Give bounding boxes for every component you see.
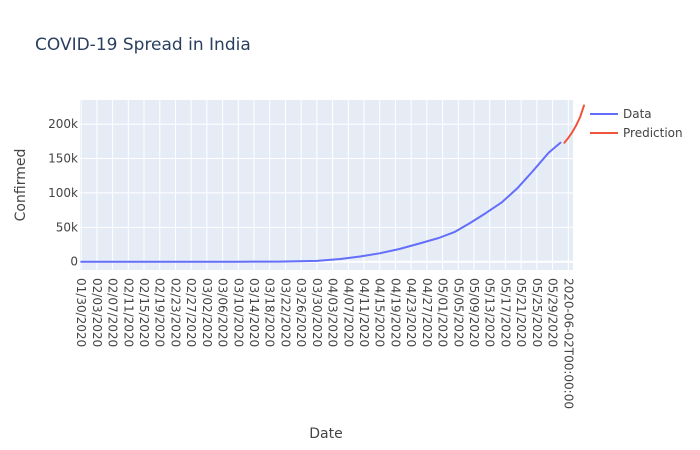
legend-label-data[interactable]: Data — [623, 107, 652, 121]
x-tick-label: 05/01/2020 — [436, 278, 450, 347]
legend-label-prediction[interactable]: Prediction — [623, 126, 683, 140]
x-tick-label: 03/02/2020 — [200, 278, 214, 347]
y-tick-label: 100k — [48, 186, 78, 200]
x-tick-label: 03/30/2020 — [310, 278, 324, 347]
chart-title: COVID-19 Spread in India — [35, 35, 251, 55]
y-tick-label: 200k — [48, 117, 78, 131]
x-tick-label: 05/29/2020 — [546, 278, 560, 347]
x-tick-label: 04/07/2020 — [341, 278, 355, 347]
x-tick-label: 04/23/2020 — [404, 278, 418, 347]
x-tick-label: 2020-06-02T00:00:00 — [561, 278, 575, 409]
x-tick-label: 04/15/2020 — [373, 278, 387, 347]
x-tick-label: 05/09/2020 — [467, 278, 481, 347]
x-tick-label: 04/19/2020 — [388, 278, 402, 347]
x-tick-label: 03/26/2020 — [294, 278, 308, 347]
x-tick-label: 02/03/2020 — [90, 278, 104, 347]
x-tick-label: 02/19/2020 — [153, 278, 167, 347]
x-tick-label: 05/25/2020 — [530, 278, 544, 347]
series-lines — [80, 104, 585, 263]
y-tick-label: 50k — [56, 220, 78, 234]
y-tick-label: 0 — [70, 255, 78, 269]
x-tick-labels: 01/30/2020 02/03/2020 02/07/2020 02/11/2020… — [74, 278, 575, 409]
x-tick-label: 03/22/2020 — [278, 278, 292, 347]
x-tick-label: 05/05/2020 — [451, 278, 465, 347]
y-axis-title: Confirmed — [13, 149, 29, 222]
x-tick-label: 02/15/2020 — [137, 278, 151, 347]
x-tick-label: 02/11/2020 — [121, 278, 135, 347]
legend[interactable]: Data Prediction — [590, 107, 683, 140]
series-line-data — [80, 141, 562, 263]
x-tick-label: 03/14/2020 — [247, 278, 261, 347]
y-tick-labels: 0 50k 100k 150k 200k — [48, 117, 78, 269]
x-tick-label: 02/07/2020 — [106, 278, 120, 347]
x-tick-label: 05/13/2020 — [483, 278, 497, 347]
x-tick-label: 02/23/2020 — [168, 278, 182, 347]
x-tick-label: 04/27/2020 — [420, 278, 434, 347]
plot-background — [80, 100, 573, 270]
x-tick-label: 05/21/2020 — [514, 278, 528, 347]
x-tick-label: 01/30/2020 — [74, 278, 88, 347]
series-line-prediction — [563, 104, 585, 144]
y-tick-label: 150k — [48, 152, 78, 166]
x-tick-label: 02/27/2020 — [184, 278, 198, 347]
x-axis-title: Date — [309, 426, 342, 442]
x-tick-label: 04/03/2020 — [326, 278, 340, 347]
x-tick-label: 03/10/2020 — [231, 278, 245, 347]
x-tick-label: 04/11/2020 — [357, 278, 371, 347]
x-tick-label: 05/17/2020 — [498, 278, 512, 347]
x-tick-label: 03/18/2020 — [263, 278, 277, 347]
x-tick-label: 03/06/2020 — [216, 278, 230, 347]
